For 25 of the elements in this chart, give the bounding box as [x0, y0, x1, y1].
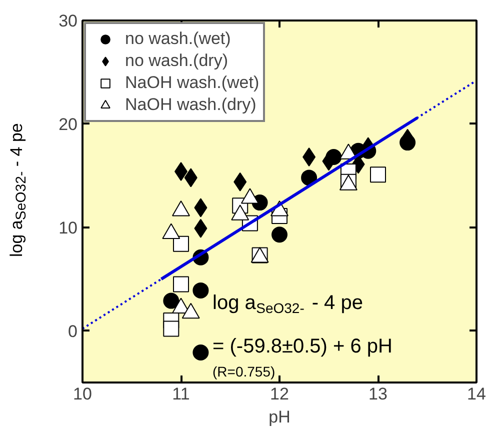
annotation: = (-59.8±0.5) + 6 pH — [212, 335, 392, 358]
point — [173, 236, 189, 252]
x-axis-title: pH — [268, 408, 290, 426]
legend-label: NaOH wash.(wet) — [125, 72, 260, 94]
legend-label: no wash.(wet) — [125, 28, 231, 50]
y-tick-label: 10 — [58, 218, 78, 238]
annotation: (R=0.755) — [212, 364, 276, 380]
point — [163, 292, 180, 309]
y-tick-label: 20 — [58, 114, 78, 134]
y-tick-label: 30 — [58, 12, 78, 30]
x-tick-label: 10 — [73, 384, 92, 404]
point — [301, 170, 318, 186]
point — [272, 226, 288, 243]
x-tick-label: 12 — [270, 384, 289, 404]
point — [192, 282, 209, 298]
point — [370, 166, 386, 183]
y-tick-label: 0 — [68, 322, 78, 341]
point — [163, 320, 180, 337]
legend-label: no wash.(dry) — [125, 50, 228, 72]
x-tick-label: 14 — [467, 384, 486, 404]
x-tick-label: 11 — [172, 384, 190, 404]
legend-label: NaOH wash.(dry) — [125, 94, 256, 116]
point — [173, 276, 189, 292]
point — [192, 344, 209, 360]
x-tick-label: 13 — [368, 384, 388, 404]
